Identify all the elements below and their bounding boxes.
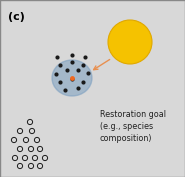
Circle shape	[108, 20, 152, 64]
Point	[63, 88, 66, 91]
Point	[82, 64, 85, 66]
Point	[82, 81, 85, 83]
Point	[28, 121, 31, 123]
Point	[18, 130, 21, 132]
Point	[38, 165, 41, 167]
Point	[70, 78, 73, 80]
Point	[23, 157, 26, 159]
Point	[30, 148, 33, 150]
Point	[77, 68, 80, 71]
Point	[56, 56, 58, 58]
Point	[14, 157, 16, 159]
Point	[77, 87, 80, 89]
Point	[13, 139, 16, 141]
Point	[33, 157, 36, 159]
Point	[43, 157, 46, 159]
Point	[58, 64, 61, 66]
Point	[83, 56, 86, 58]
Point	[70, 77, 73, 79]
Point	[18, 148, 21, 150]
Point	[87, 72, 90, 74]
Point	[70, 61, 73, 63]
Point	[38, 148, 41, 150]
Point	[25, 139, 28, 141]
Point	[30, 165, 33, 167]
Text: Restoration goal
(e.g., species
composition): Restoration goal (e.g., species composit…	[100, 110, 166, 143]
Point	[18, 165, 21, 167]
Point	[58, 81, 61, 83]
Point	[31, 130, 33, 132]
Point	[70, 54, 73, 56]
Point	[36, 139, 38, 141]
Point	[65, 68, 68, 71]
Text: (c): (c)	[8, 12, 25, 22]
Ellipse shape	[52, 60, 92, 96]
Point	[55, 73, 58, 75]
